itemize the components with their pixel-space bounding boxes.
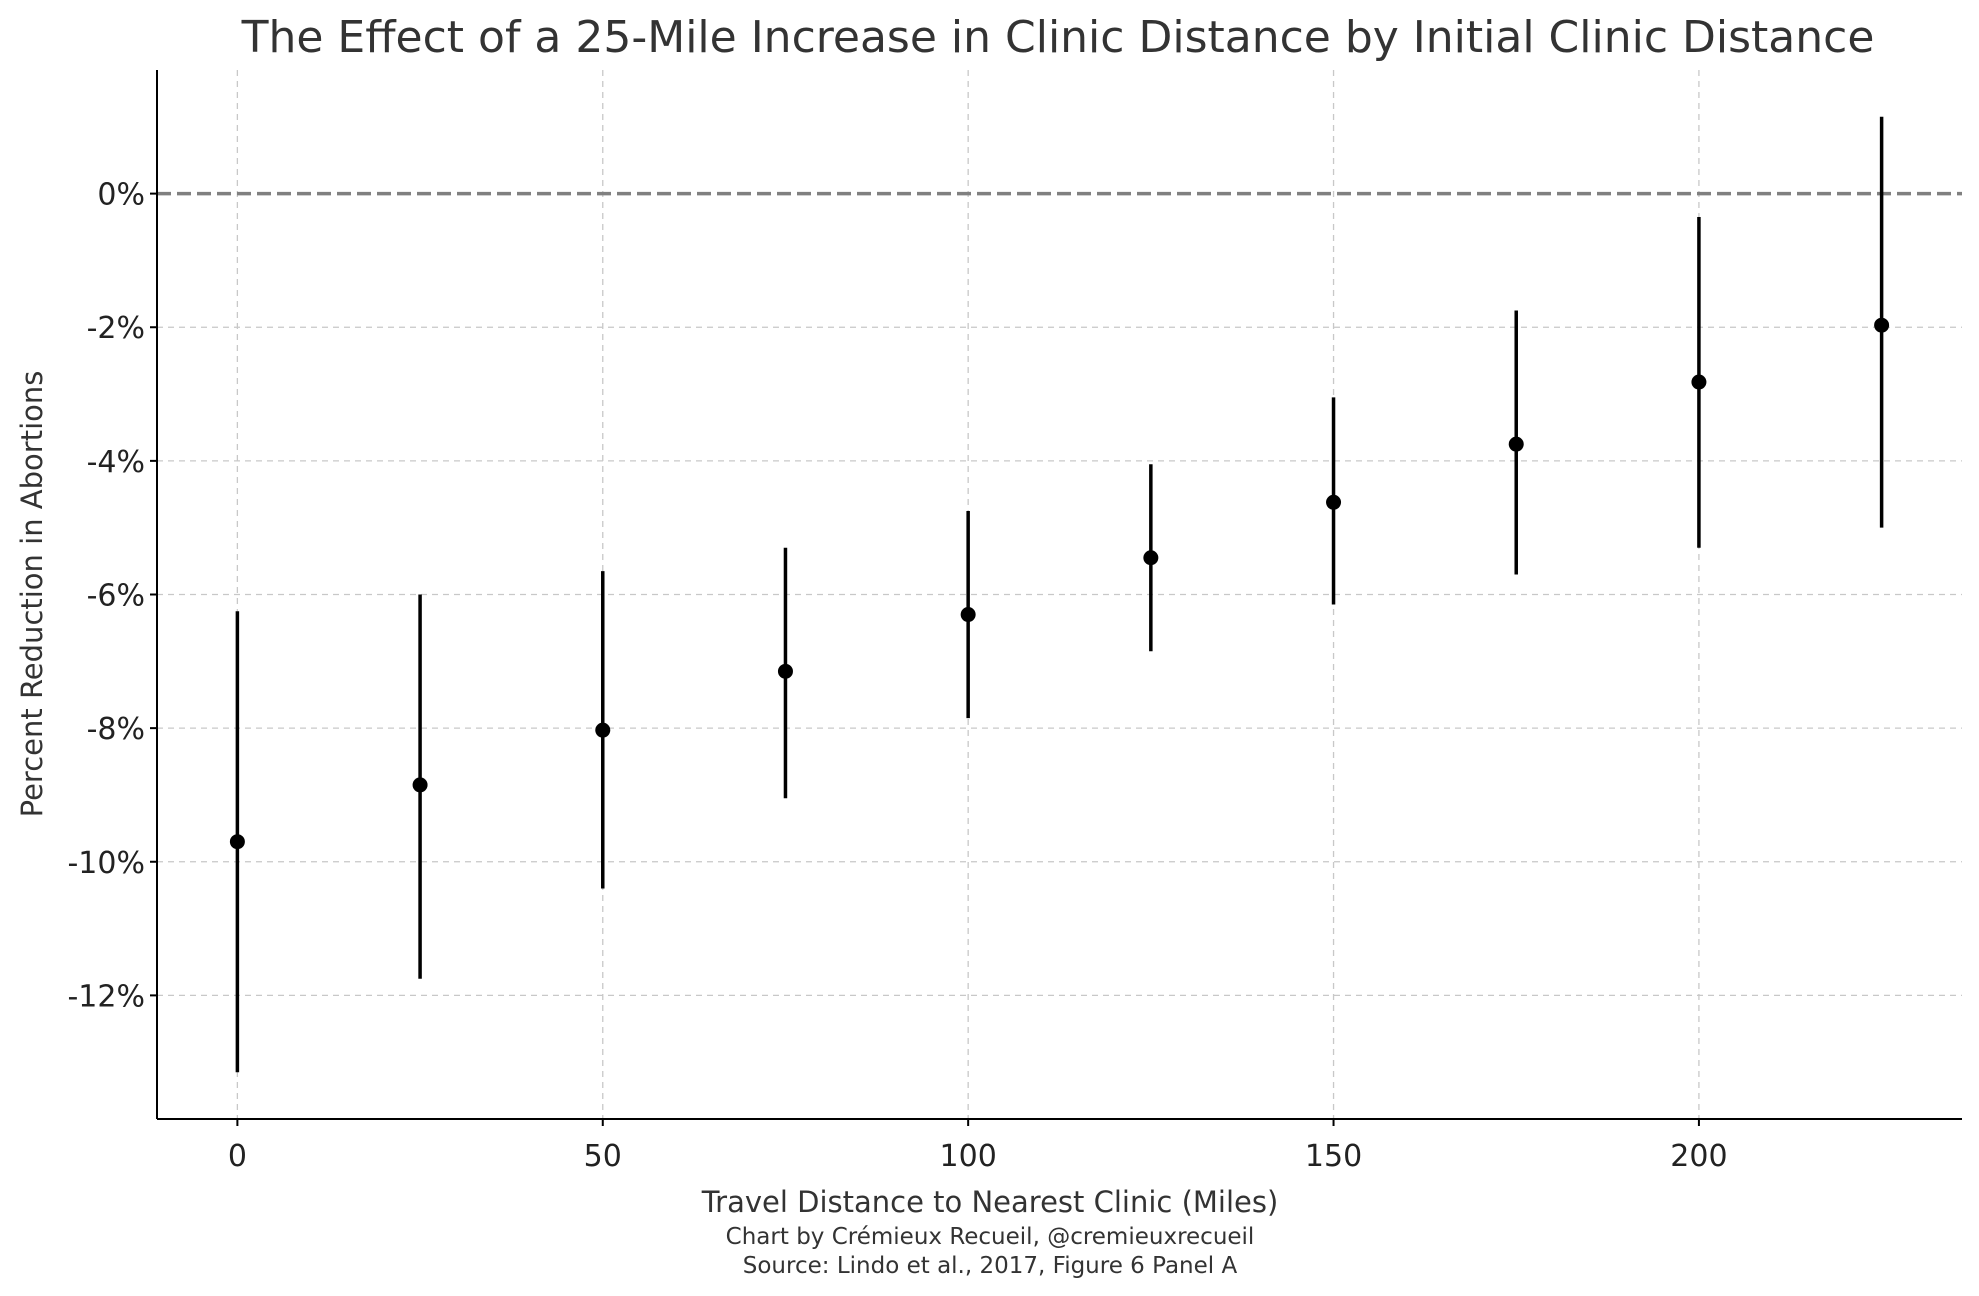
x-tick-label-0: 0 [228, 1139, 247, 1174]
y-tick-label-1: -2% [87, 311, 145, 346]
chart-source: Source: Lindo et al., 2017, Figure 6 Pan… [743, 1253, 1238, 1279]
y-tick-label-3: -6% [87, 579, 145, 614]
data-point-9 [1874, 317, 1890, 333]
data-point-3 [777, 663, 793, 679]
y-axis-label: Percent Reduction in Abortions [15, 371, 49, 818]
y-tick-label-0: 0% [97, 178, 145, 213]
data-point-6 [1326, 494, 1342, 510]
x-tick-label-1: 50 [584, 1139, 622, 1174]
x-ticks: 0 50 100 150 200 [228, 1119, 1728, 1174]
y-tick-label-4: -8% [87, 712, 145, 747]
x-tick-label-4: 200 [1670, 1139, 1727, 1174]
x-tick-label-3: 150 [1305, 1139, 1362, 1174]
data-point-1 [412, 777, 428, 793]
x-tick-label-2: 100 [940, 1139, 997, 1174]
data-point-4 [960, 607, 976, 623]
y-tick-label-5: -10% [67, 846, 145, 881]
y-tick-label-6: -12% [67, 979, 145, 1014]
data-points [229, 317, 1890, 850]
x-axis-label: Travel Distance to Nearest Clinic (Miles… [701, 1185, 1279, 1219]
chart-title: The Effect of a 25-Mile Increase in Clin… [241, 12, 1875, 63]
grid [157, 70, 1962, 1119]
data-point-2 [595, 722, 611, 738]
data-point-8 [1691, 374, 1707, 390]
y-ticks: 0% -2% -4% -6% -8% -10% -12% [67, 178, 157, 1014]
y-tick-label-2: -4% [87, 445, 145, 480]
data-point-7 [1508, 436, 1524, 452]
chart-credit: Chart by Crémieux Recueil, @cremieuxrecu… [726, 1224, 1255, 1250]
data-point-5 [1143, 550, 1159, 566]
data-point-0 [229, 834, 245, 850]
